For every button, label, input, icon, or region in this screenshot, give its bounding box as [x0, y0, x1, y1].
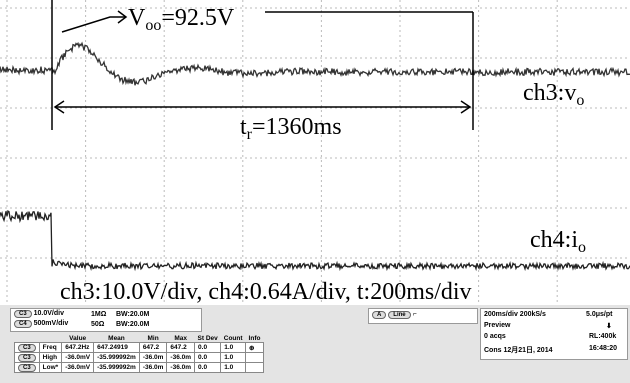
table-cell: 0.0	[195, 363, 221, 373]
text: 5.0μs/pt	[586, 311, 612, 318]
info-cell: ⊕	[246, 343, 264, 353]
trigger-box: A Line ⌐	[368, 308, 478, 324]
header-cell: Info	[246, 335, 264, 343]
page: Voo=92.5V tr=1360ms ch3:vo ch4:io ch3:10…	[0, 0, 630, 383]
header-cell: Value	[62, 335, 94, 343]
badge: C3	[14, 310, 32, 318]
spacer	[15, 335, 40, 343]
badge: C3	[18, 364, 36, 372]
table-cell: C3	[15, 363, 40, 373]
peak-label: Voo=92.5V	[128, 5, 235, 34]
text: 10.0V/div	[34, 310, 64, 317]
header-cell: St Dev	[195, 335, 221, 343]
table-cell: C3	[15, 343, 40, 353]
table-cell: 1.0	[221, 353, 246, 363]
badge: C3	[18, 344, 36, 352]
measurement-panel: C3 10.0V/div 1MΩ BW:20.0M C4 500mV/div 5…	[0, 305, 630, 383]
table-cell: 647.2	[139, 343, 167, 353]
ch3-label: ch3:vo	[523, 80, 584, 109]
spacer	[39, 335, 62, 343]
scale-label: ch3:10.0V/div, ch4:0.64A/div, t:200ms/di…	[60, 279, 472, 305]
info-cell	[246, 363, 264, 373]
table-cell: Low*	[39, 363, 62, 373]
channel-box: C3 10.0V/div 1MΩ BW:20.0M C4 500mV/div 5…	[10, 308, 202, 332]
icon: ⬇	[606, 322, 612, 330]
table-cell: -35.999992m	[94, 363, 140, 373]
grid	[0, 0, 630, 305]
ch4-label: ch4:io	[530, 227, 586, 256]
table-cell: -36.0m	[167, 353, 195, 363]
badge: C4	[14, 320, 32, 328]
text: 500mV/div	[34, 320, 69, 327]
text: Cons 12月21日, 2014	[484, 345, 552, 355]
text: 200ms/div 200kS/s	[484, 311, 546, 318]
table-cell: 647.2	[167, 343, 195, 353]
text: BW:20.0M	[116, 311, 149, 318]
badge: C3	[18, 354, 36, 362]
table-cell: -36.0m	[139, 353, 167, 363]
table-cell: 1.0	[221, 343, 246, 353]
table-cell: -36.0m	[167, 363, 195, 373]
text: 1MΩ	[91, 311, 106, 318]
badge: A	[372, 311, 386, 319]
table-cell: 0.0	[195, 343, 221, 353]
table-cell: -36.0m	[139, 363, 167, 373]
table-cell: High	[39, 353, 62, 363]
text: 16:48:20	[589, 345, 617, 352]
table-cell: -36.0mV	[62, 363, 94, 373]
text: RL:400k	[589, 333, 616, 340]
table-cell: Freq	[39, 343, 62, 353]
table-cell: 1.0	[221, 363, 246, 373]
info-cell	[246, 353, 264, 363]
header-cell: Max	[167, 335, 195, 343]
acquisition-box: 200ms/div 200kS/s 5.0μs/pt Preview ⬇ 0 a…	[480, 308, 628, 360]
table-cell: C3	[15, 353, 40, 363]
table-cell: -35.999992m	[94, 353, 140, 363]
scope-screen: Voo=92.5V tr=1360ms ch3:vo ch4:io ch3:10…	[0, 0, 630, 305]
annotation-lines	[52, 0, 473, 130]
ch3-waveform	[0, 43, 630, 85]
table-cell: -36.0mV	[62, 353, 94, 363]
table-cell: 647.24919	[94, 343, 140, 353]
text: BW:20.0M	[116, 321, 149, 328]
table-cell: 647.2Hz	[62, 343, 94, 353]
header-cell: Count	[221, 335, 246, 343]
time-label: tr=1360ms	[240, 114, 342, 143]
text: 50Ω	[91, 321, 104, 328]
text: 0 acqs	[484, 333, 506, 340]
header-cell: Min	[139, 335, 167, 343]
badge: Line	[388, 311, 410, 319]
text: Preview	[484, 322, 510, 329]
table-cell: 0.0	[195, 353, 221, 363]
header-cell: Mean	[94, 335, 140, 343]
